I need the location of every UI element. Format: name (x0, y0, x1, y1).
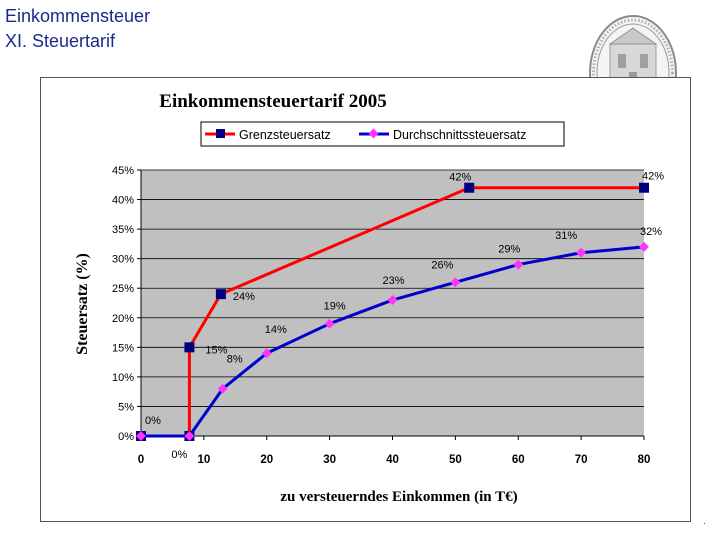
data-point-durch (513, 259, 524, 270)
y-tick-label: 25% (112, 283, 134, 295)
slide-subtitle: XI. Steuertarif (5, 31, 116, 51)
y-tick-label: 35% (112, 224, 134, 236)
data-label: 23% (383, 275, 405, 287)
data-point-durch (450, 277, 461, 288)
data-point-durch (324, 318, 335, 329)
data-label: 42% (642, 171, 664, 183)
x-tick-label: 80 (638, 454, 651, 466)
data-label: 0% (145, 415, 161, 427)
data-point-grenz (184, 342, 195, 353)
x-tick-label: 10 (197, 454, 210, 466)
chart-title: Einkommensteuertarif 2005 (159, 91, 386, 112)
data-label: 14% (265, 324, 287, 336)
y-tick-label: 10% (112, 372, 134, 384)
y-tick-label: 30% (112, 254, 134, 266)
trailing-mark: . (703, 516, 706, 527)
data-label: 24% (233, 291, 255, 303)
y-tick-label: 20% (112, 313, 134, 325)
data-label: 15% (205, 344, 227, 356)
x-tick-label: 50 (449, 454, 462, 466)
legend-marker-grenz (216, 129, 225, 138)
x-tick-label: 60 (512, 454, 525, 466)
y-tick-label: 15% (112, 342, 134, 354)
series-layer: 0% 15% 24% 42% 42% 0% 8% 14% 19% 23% 26% 29% 31% 32% (136, 171, 664, 461)
y-tick-label: 40% (112, 195, 134, 207)
legend-label-durch: Durchschnittssteuersatz (393, 128, 526, 142)
x-tick-label: 70 (575, 454, 588, 466)
data-point-durch (217, 383, 228, 394)
x-axis-label: zu versteuerndes Einkommen (in T€) (280, 489, 517, 505)
x-tick-label: 20 (260, 454, 273, 466)
data-label: 26% (431, 259, 453, 271)
data-point-grenz (639, 182, 649, 193)
x-tick-label: 30 (323, 454, 336, 466)
gridlines (141, 169, 644, 437)
data-label: 32% (640, 226, 662, 238)
y-tick-label: 45% (112, 165, 134, 177)
y-tick-label: 5% (118, 401, 134, 413)
data-point-durch (576, 247, 587, 258)
x-tick-label: 0 (138, 454, 144, 466)
data-label: 31% (555, 230, 577, 242)
data-label: 0% (171, 449, 187, 461)
x-axis: 0 10 20 30 40 50 60 70 80 (138, 435, 651, 466)
series-line-1 (141, 245, 645, 438)
data-point-durch (184, 431, 195, 441)
y-tick-label: 0% (118, 431, 134, 443)
y-axis: 0% 5% 10% 15% 20% 25% 30% 35% 40% 45% (112, 165, 142, 443)
x-tick-label: 40 (386, 454, 399, 466)
data-label: 19% (324, 301, 346, 313)
slide-title: Einkommensteuer (5, 6, 151, 26)
data-point-durch (136, 431, 146, 441)
y-axis-label: Steuersatz (%) (74, 253, 91, 355)
data-point-grenz (215, 289, 226, 300)
chart-frame: Einkommensteuertarif 2005 Grenzsteuersat… (40, 77, 691, 522)
data-label: 42% (449, 172, 471, 184)
data-point-durch (639, 241, 649, 252)
data-point-grenz (464, 182, 475, 193)
chart: Einkommensteuertarif 2005 Grenzsteuersat… (74, 91, 664, 505)
legend-label-grenz: Grenzsteuersatz (239, 128, 331, 142)
data-point-durch (387, 295, 398, 305)
data-label: 29% (498, 244, 520, 256)
data-label: 8% (227, 354, 243, 366)
